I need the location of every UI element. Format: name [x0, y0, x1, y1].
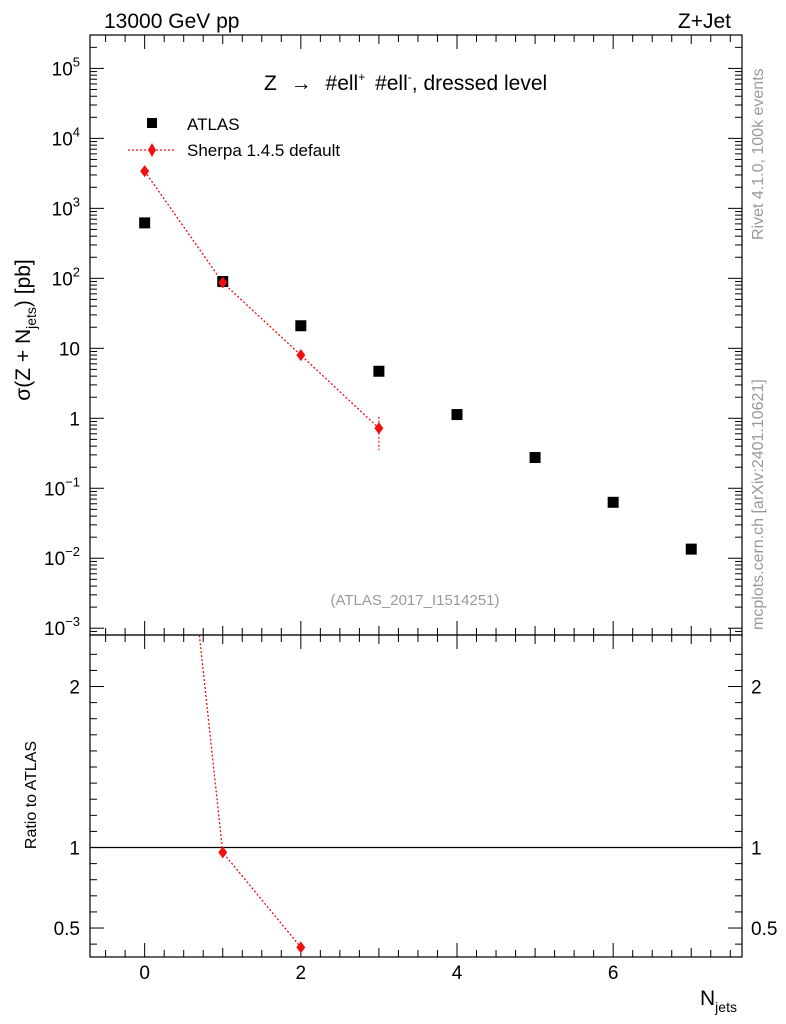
atlas-point	[685, 543, 697, 555]
atlas-point	[529, 452, 541, 464]
atlas-point	[607, 496, 619, 508]
beam-label: 13000 GeV pp	[104, 10, 239, 33]
ratio-y-tick-labels: 0.5 0.5 1 1 2 2	[54, 678, 778, 941]
ratio-y-tick-label: 2	[69, 678, 80, 699]
x-axis-label: Njets	[700, 987, 737, 1015]
main-y-tick-label: 10	[59, 339, 80, 360]
ratio-x-tick-labels: 0 2 4 6	[139, 963, 618, 984]
analysis-tag: (ATLAS_2017_I1514251)	[330, 592, 499, 609]
main-y-tick-label: 10−2	[44, 544, 80, 570]
sherpa-point	[218, 276, 228, 289]
x-tick-label: 4	[452, 963, 463, 984]
rivet-label: Rivet 4.1.0, 100k events	[750, 68, 767, 240]
main-y-tick-label: 10−1	[44, 474, 80, 500]
main-y-tick-label: 1	[69, 409, 80, 430]
ratio-y-tick-label-right: 2	[751, 678, 762, 699]
legend-sherpa-marker	[148, 143, 156, 157]
sherpa-point	[140, 165, 150, 178]
atlas-point	[373, 365, 385, 377]
main-y-tick-label: 10−3	[44, 614, 80, 640]
ratio-y-tick-label: 0.5	[54, 919, 80, 940]
legend-atlas-label: ATLAS	[187, 115, 240, 134]
legend-sherpa-label: Sherpa 1.4.5 default	[187, 141, 340, 160]
ratio-sherpa-point	[218, 846, 228, 859]
main-axis-ticks	[90, 34, 742, 636]
sherpa-point	[296, 349, 306, 362]
main-series-group	[139, 165, 697, 555]
ratio-y-axis-label: Ratio to ATLAS	[23, 741, 40, 849]
process-label: Z+Jet	[678, 10, 731, 33]
legend: ATLAS Sherpa 1.4.5 default	[128, 115, 340, 160]
ratio-sherpa-point	[296, 941, 306, 954]
ratio-axis-ticks	[90, 635, 742, 957]
ratio-y-tick-label: 1	[69, 839, 80, 860]
sherpa-line	[144, 170, 380, 429]
main-y-tick-label: 104	[52, 124, 80, 150]
ratio-plot-frame	[89, 634, 743, 958]
ratio-panel: 0.5 0.5 1 1 2 2 0 2 4 6 Ratio to ATLAS Njets	[23, 634, 778, 1015]
legend-atlas-marker	[147, 118, 157, 128]
atlas-point	[451, 409, 463, 421]
x-tick-label: 2	[296, 963, 307, 984]
main-y-tick-label: 103	[52, 194, 80, 220]
main-y-tick-label: 105	[52, 54, 80, 80]
main-y-tick-label: 102	[52, 264, 80, 290]
main-y-axis-label: σ(Z + Njets) [pb]	[12, 259, 39, 401]
sherpa-point	[374, 422, 384, 435]
atlas-point	[139, 217, 151, 229]
ratio-series-group	[90, 635, 742, 954]
main-chart-title: Z → #ell+ #ell-, dressed level	[264, 63, 547, 95]
ratio-sherpa-line	[198, 635, 302, 948]
x-tick-label: 6	[608, 963, 619, 984]
ratio-y-tick-label-right: 0.5	[751, 919, 777, 940]
ratio-y-tick-label-right: 1	[751, 839, 762, 860]
x-tick-label: 0	[139, 963, 150, 984]
mcplots-label: mcplots.cern.ch [arXiv:2401.10621]	[750, 379, 767, 630]
atlas-point	[295, 320, 307, 332]
